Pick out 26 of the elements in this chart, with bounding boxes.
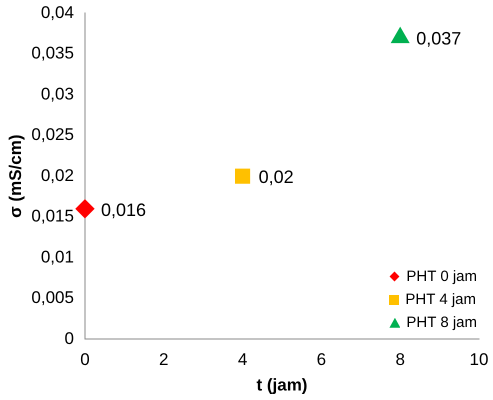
y-tick-label: 0,02: [40, 166, 74, 185]
point: [234, 168, 250, 184]
x-axis-title: t (jam): [256, 375, 308, 394]
y-axis-title: σ (mS/cm): [6, 134, 25, 218]
legend-label: PHT 8 jam: [406, 314, 477, 332]
y-tick-label: 0,04: [40, 2, 74, 22]
y-tick-label: 0,01: [40, 247, 74, 266]
y-tick-label: 0,005: [31, 288, 74, 308]
x-tick-label: 2: [159, 350, 168, 370]
data-label: 0,02: [258, 167, 294, 188]
legend-label: PHT 0 jam: [406, 268, 477, 286]
legend-label: PHT 4 jam: [405, 291, 476, 308]
x-tick-label: 10: [470, 350, 488, 370]
point: [75, 199, 94, 218]
y-tick-label: 0,03: [40, 84, 74, 104]
data-label: 0,037: [416, 28, 462, 49]
point: [391, 27, 410, 44]
y-tick-label: 0: [64, 328, 74, 348]
x-tick-label: 6: [316, 350, 326, 370]
y-tick-label: 0,015: [31, 206, 74, 226]
x-tick-label: 8: [395, 350, 405, 370]
x-tick-label: 4: [238, 350, 248, 370]
y-tick-label: 0,035: [31, 44, 74, 63]
x-tick-label: 0: [80, 350, 90, 370]
data-label: 0,016: [100, 200, 146, 220]
y-tick-label: 0,025: [31, 125, 74, 144]
